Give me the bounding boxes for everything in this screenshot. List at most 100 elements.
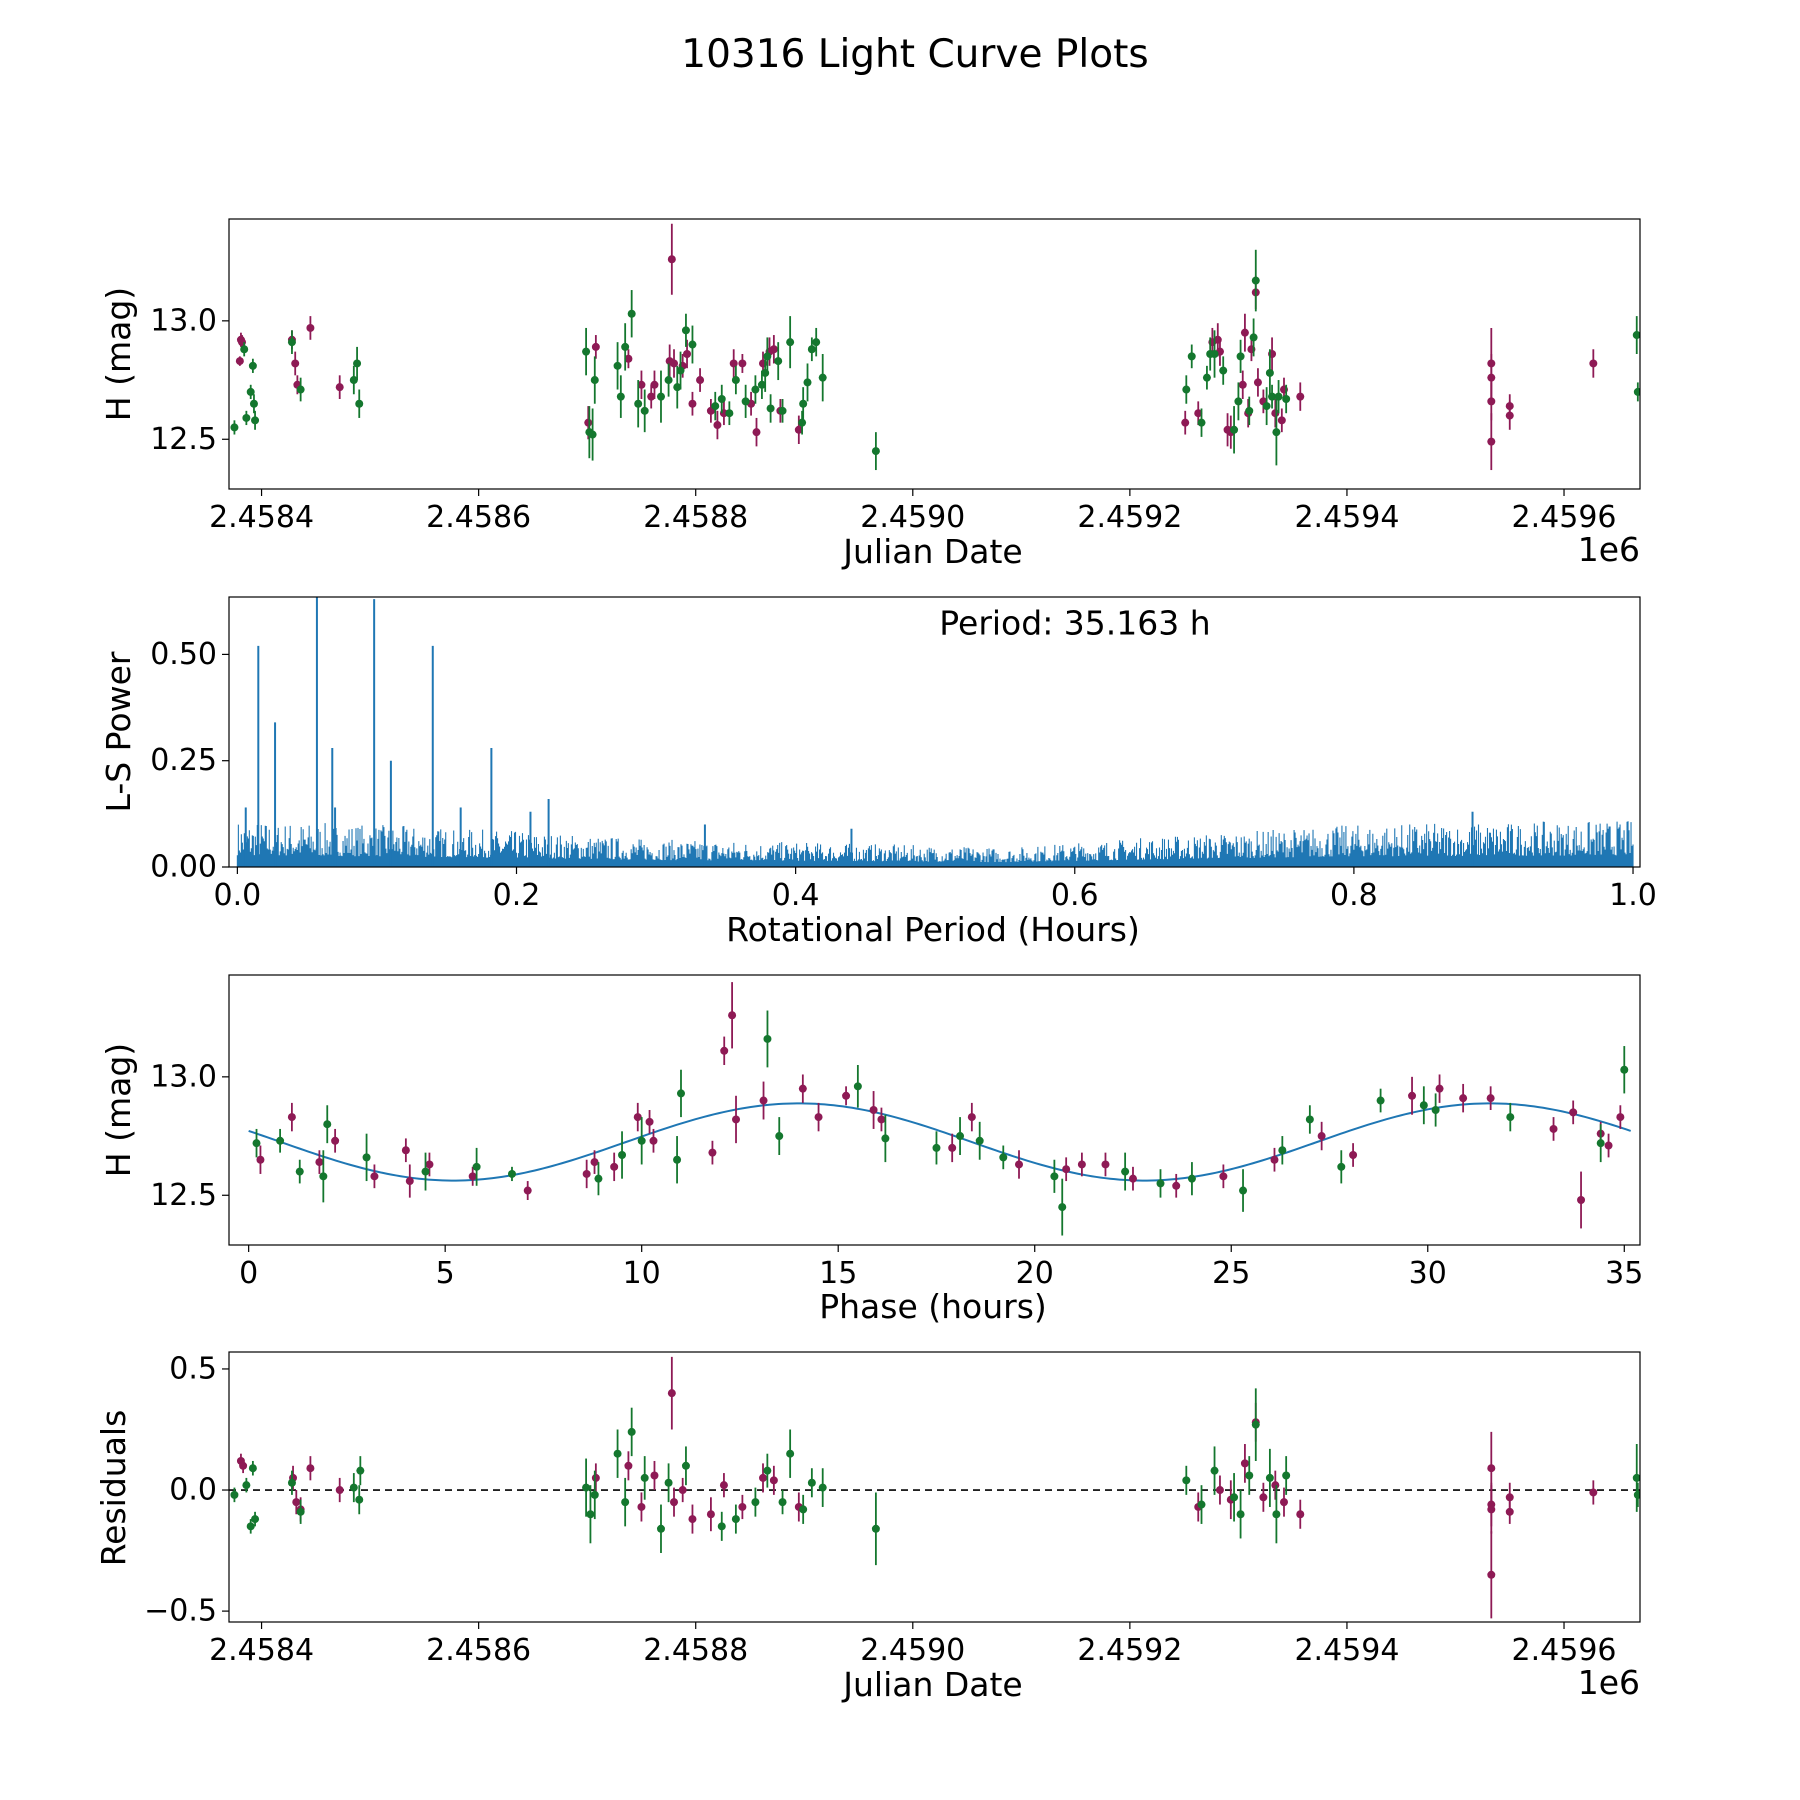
phased-point-group_a [877,1115,886,1124]
residuals-point-group_a [667,1389,676,1398]
lightcurve-point-group_b [673,383,682,392]
lightcurve-point-group_a [1238,380,1247,389]
residuals-point-group_a [591,1473,600,1482]
lightcurve-offset-label: 1e6 [1578,530,1640,569]
residuals-point-group_a [670,1498,679,1507]
lightcurve-xtick-label: 2.4596 [1512,500,1617,535]
phased-panel: 0 5 10 15 20 25 30 35 12.5 13.0 Phase (hours) H (… [99,974,1643,1326]
residuals-xtick-label: 2.4588 [643,1633,748,1668]
phased-point-group_a [814,1113,823,1122]
phased-point-group_a [645,1117,654,1126]
lightcurve-point-group_a [688,399,697,408]
lightcurve-point-group_b [871,447,880,456]
lightcurve-point-group_a [650,380,659,389]
phased-point-group_b [1239,1186,1248,1195]
residuals-point-group_a [1487,1464,1496,1473]
lightcurve-point-group_b [688,340,697,349]
phased-point-group_b [1620,1065,1629,1074]
phased-point-group_b [507,1169,516,1178]
periodogram-xtick-label: 0.6 [1051,878,1099,913]
phased-point-group_a [523,1186,532,1195]
residuals-point-group_b [613,1449,622,1458]
phased-point-group_b [775,1132,784,1141]
residuals-point-group_b [799,1505,808,1514]
lightcurve-point-group_b [818,373,827,382]
phased-point-group_a [405,1177,414,1186]
residuals-point-group_b [778,1498,787,1507]
residuals-point-group_b [786,1449,795,1458]
phased-point-group_b [1121,1167,1130,1176]
lightcurve-point-group_b [230,423,239,432]
residuals-panel: 2.4584 2.4586 2.4588 2.4590 2.4592 2.4594 2.45… [94,1351,1641,1704]
lightcurve-xlabel: Julian Date [841,532,1023,571]
lightcurve-point-group_b [1265,368,1274,377]
phased-point-group_a [1219,1172,1228,1181]
phased-point-group_a [720,1046,729,1055]
residuals-point-group_a [706,1510,715,1519]
residuals-point-group_a [1215,1486,1224,1495]
lightcurve-panel: 2.4584 2.4586 2.4588 2.4590 2.4592 2.4594 2.45… [99,218,1641,571]
residuals-point-group_a [1487,1570,1496,1579]
lightcurve-point-group_b [778,406,787,415]
phased-point-group_b [252,1139,261,1148]
phased-point-group_a [401,1146,410,1155]
residuals-point-group_b [1210,1466,1219,1475]
phased-xtick-label: 25 [1212,1256,1250,1291]
phased-point-group_a [708,1148,717,1157]
phased-point-group_a [948,1143,957,1152]
lightcurve-point-group_a [1505,411,1514,420]
residuals-point-group_b [871,1524,880,1533]
lightcurve-point-group_a [335,383,344,392]
residuals-point-group_b [296,1507,305,1516]
lightcurve-point-group_a [591,342,600,351]
phased-point-group_b [637,1136,646,1145]
phased-axes-frame [228,974,1641,1246]
lightcurve-point-group_b [681,326,690,335]
phased-point-group_a [590,1158,599,1167]
lightcurve-point-group_a [1271,409,1280,418]
lightcurve-ytick-label: 13.0 [150,303,217,338]
lightcurve-point-group_a [1194,409,1203,418]
lightcurve-point-group_b [1219,366,1228,375]
phased-xtick-label: 35 [1605,1256,1643,1291]
lightcurve-point-group_b [1268,392,1277,401]
phased-point-group_b [1431,1106,1440,1114]
residuals-point-group_a [637,1502,646,1511]
residuals-xtick-label: 2.4592 [1077,1633,1182,1668]
phased-point-group_a [468,1172,477,1181]
periodogram-axes-frame [228,596,1641,868]
lightcurve-point-group_b [676,366,685,375]
lightcurve-point-group_b [1245,406,1254,415]
phased-point-group_a [610,1162,619,1171]
phased-marks [248,982,1632,1236]
residuals-point-group_b [621,1498,630,1507]
residuals-xtick-label: 2.4584 [209,1633,314,1668]
lightcurve-point-group_b [803,378,812,387]
lightcurve-point-group_a [729,359,738,368]
residuals-point-group_b [1251,1420,1260,1429]
phased-point-group_b [276,1136,285,1145]
phased-point-group_b [1419,1101,1428,1110]
phased-ticks: 0 5 10 15 20 25 30 35 12.5 13.0 [150,1059,1643,1291]
lightcurve-point-group_b [287,338,296,347]
phased-point-group_b [881,1134,890,1143]
periodogram-panel: 0.0 0.2 0.4 0.6 0.8 1.0 0.00 0.25 0.50 Period: 3… [99,596,1657,949]
phased-point-group_b [1187,1174,1196,1183]
residuals-point-group_a [1589,1488,1598,1497]
phased-xlabel: Phase (hours) [819,1287,1047,1326]
phased-ytick-label: 12.5 [150,1178,217,1213]
lightcurve-xtick-label: 2.4584 [209,500,314,535]
phased-point-group_b [1156,1179,1165,1188]
phased-point-group_a [1577,1196,1586,1204]
phased-point-group_b [999,1153,1008,1162]
residuals-point-group_b [681,1461,690,1470]
residuals-point-group_a [335,1486,344,1495]
residuals-point-group_b [731,1515,740,1524]
phased-point-group_a [1459,1094,1468,1103]
residuals-axes-frame [228,1351,1641,1623]
phased-point-group_a [331,1136,340,1145]
phased-point-group_b [594,1174,603,1183]
residuals-point-group_a [1271,1481,1280,1490]
phased-point-group_b [853,1082,862,1091]
